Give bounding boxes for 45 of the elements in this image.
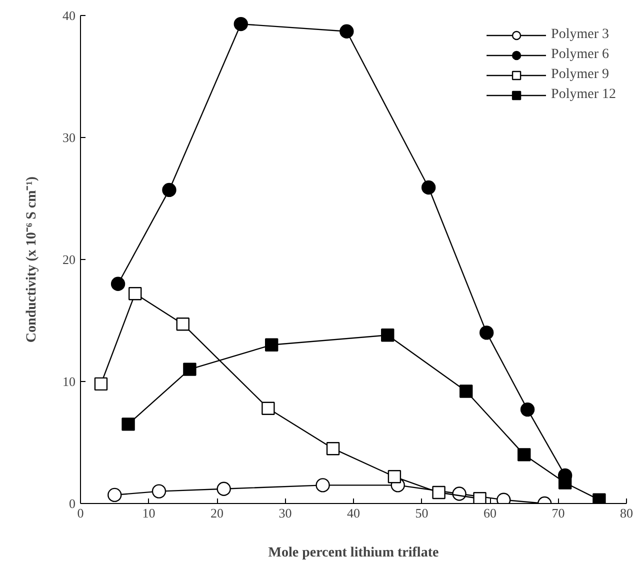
- x-tick-label: 10: [142, 506, 156, 520]
- y-tick-label: 10: [62, 374, 76, 389]
- point: [520, 402, 535, 417]
- point: [162, 182, 176, 198]
- x-tick-label: 30: [278, 506, 292, 520]
- y-tick-label: 40: [62, 8, 76, 23]
- point: [176, 318, 190, 331]
- y-axis-title: Conductivity (x 10⁻⁶ S cm⁻¹): [24, 176, 40, 343]
- point: [183, 362, 196, 376]
- point: [460, 384, 473, 398]
- point: [216, 482, 231, 496]
- y-tick-label: 20: [62, 252, 76, 267]
- point: [94, 377, 108, 391]
- point: [122, 418, 135, 431]
- x-tick-label: 20: [210, 506, 224, 520]
- point: [558, 476, 572, 490]
- point: [262, 402, 275, 415]
- point: [110, 276, 126, 291]
- point: [265, 338, 278, 352]
- point: [128, 287, 142, 300]
- point: [473, 492, 486, 504]
- point: [152, 484, 166, 498]
- point: [421, 180, 436, 195]
- point: [381, 328, 394, 342]
- point: [234, 16, 248, 32]
- point: [326, 442, 340, 456]
- x-tick-label: 60: [484, 506, 496, 520]
- x-tick-label: 70: [552, 506, 565, 520]
- legend-label: Polymer 3: [551, 27, 609, 43]
- point: [518, 448, 531, 462]
- x-tick-label: 80: [620, 506, 633, 520]
- point: [479, 326, 494, 340]
- legend-label: Polymer 6: [551, 47, 609, 63]
- point: [432, 486, 446, 500]
- y-tick-label: 30: [62, 130, 76, 145]
- x-axis-title: Mole percent lithium triflate: [268, 546, 439, 560]
- x-tick-label: 40: [347, 506, 360, 520]
- y-tick-label: 0: [69, 496, 76, 511]
- legend-label: Polymer 12: [551, 87, 616, 103]
- point: [316, 478, 330, 492]
- point: [108, 488, 122, 502]
- x-tick-label: 50: [415, 506, 428, 520]
- point: [340, 24, 354, 38]
- point: [388, 470, 402, 484]
- legend-label: Polymer 9: [551, 67, 609, 83]
